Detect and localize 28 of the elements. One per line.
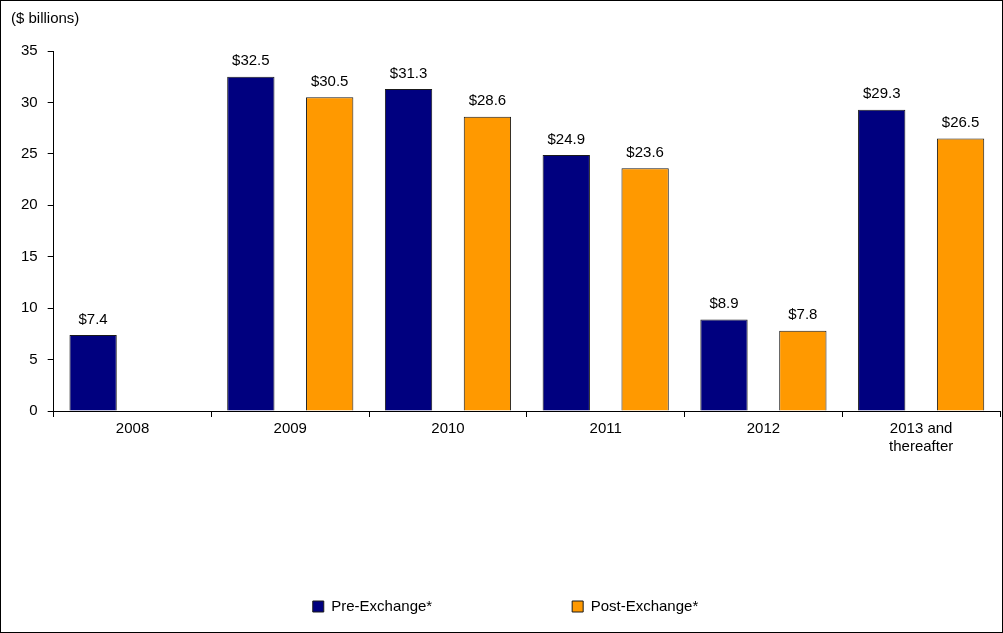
data-label: $32.5 [232, 51, 270, 69]
y-tick-label: 35 [21, 41, 38, 59]
data-label: $26.5 [941, 113, 980, 131]
data-label: $30.5 [310, 71, 349, 89]
x-tick-label: 2010 [431, 419, 465, 437]
y-tick-label: 0 [29, 401, 38, 419]
x-tick-label: 2008 [115, 419, 150, 437]
y-tick-label: 5 [29, 349, 38, 367]
data-label: $7.4 [78, 309, 108, 327]
data-label: $7.8 [788, 305, 818, 323]
data-label: $23.6 [626, 142, 664, 160]
y-axis-title: ($ billions) [11, 8, 80, 26]
data-label: $24.9 [547, 129, 586, 147]
y-tick-label: 20 [21, 195, 38, 213]
legend-label: Post-Exchange* [590, 596, 699, 614]
y-tick-label: 15 [21, 246, 38, 264]
data-label: $28.6 [468, 91, 507, 109]
y-tick-label: 30 [21, 92, 38, 110]
legend-label: Pre-Exchange* [331, 596, 433, 614]
x-tick-label: 2013 and thereafter [889, 419, 954, 455]
x-tick-label: 2012 [746, 419, 781, 437]
y-tick-label: 10 [21, 298, 38, 316]
x-tick-label: 2009 [273, 419, 307, 437]
data-label: $29.3 [862, 84, 901, 102]
data-label: $8.9 [709, 294, 739, 312]
data-label: $31.3 [389, 63, 428, 81]
x-tick-label: 2011 [589, 419, 622, 437]
y-tick-label: 25 [21, 144, 38, 161]
